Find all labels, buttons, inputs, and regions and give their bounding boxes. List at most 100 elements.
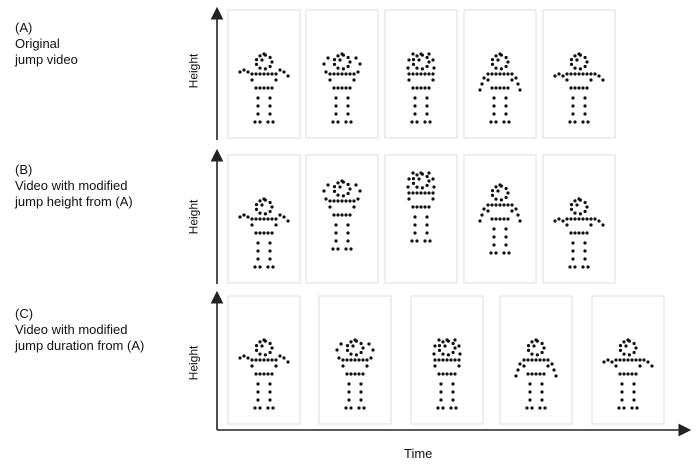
keypoint-a4-11 [486, 72, 490, 76]
keypoint-c3-22 [445, 372, 449, 376]
keypoint-b4-13 [494, 203, 498, 207]
row-a-caption: (A) Original jump video [15, 20, 78, 68]
keypoint-b1-28 [278, 213, 282, 217]
keypoint-a3-8 [425, 55, 429, 60]
keypoint-a3-2 [420, 67, 424, 71]
keypoint-a3-6 [415, 54, 419, 58]
keypoint-c4-35 [540, 390, 544, 394]
keypoint-c1-3 [258, 352, 262, 356]
keypoint-b5-24 [585, 231, 589, 235]
keypoint-c1-33 [256, 398, 260, 402]
keypoint-b1-6 [258, 199, 262, 203]
keypoint-c5-16 [634, 358, 638, 362]
keypoint-c2-31 [347, 382, 351, 386]
keypoint-b5-10 [575, 203, 579, 207]
keypoint-a4-21 [494, 86, 498, 90]
keypoint-c3-2 [446, 353, 450, 357]
keypoint-b1-22 [262, 231, 266, 235]
keypoint-b4-31 [492, 227, 496, 231]
keypoint-b2-14 [340, 199, 344, 203]
keypoint-b4-39 [502, 251, 506, 255]
keypoint-c2-30 [367, 342, 371, 346]
keypoint-b3-9 [419, 171, 423, 175]
keypoint-c5-24 [634, 372, 638, 376]
keypoint-a4-15 [502, 72, 506, 76]
keypoint-b2-38 [336, 247, 340, 251]
keypoint-b3-17 [431, 191, 435, 195]
keypoint-b2-35 [346, 231, 350, 235]
keypoint-c1-14 [262, 358, 266, 362]
keypoint-a1-25 [246, 70, 250, 74]
keypoint-c5-37 [617, 406, 621, 410]
keypoint-a5-34 [583, 96, 587, 100]
keypoint-b5-39 [581, 265, 585, 269]
keypoint-c4-30 [554, 374, 558, 378]
keypoint-b4-22 [498, 217, 502, 221]
keypoint-a5-4 [569, 62, 574, 66]
keypoint-b5-40 [586, 265, 590, 269]
keypoint-a1-32 [256, 104, 260, 108]
keypoint-b3-24 [427, 205, 431, 209]
keypoint-b3-36 [425, 231, 429, 235]
keypoint-a2-25 [324, 70, 328, 74]
keypoint-a2-2 [341, 67, 345, 71]
keypoint-b4-19 [510, 209, 514, 213]
keypoint-a5-26 [557, 72, 561, 76]
keypoint-c3-14 [445, 358, 449, 362]
keypoint-c5-17 [638, 358, 642, 362]
keypoint-b1-11 [250, 217, 254, 221]
keypoint-a3-1 [425, 64, 429, 69]
keypoint-b5-37 [568, 265, 572, 269]
keypoint-a3-3 [415, 66, 419, 70]
keypoint-a5-23 [581, 86, 585, 90]
keypoint-c2-3 [349, 352, 353, 356]
keypoint-b5-26 [557, 217, 561, 221]
keypoint-b3-5 [411, 177, 416, 181]
keypoint-c4-25 [518, 362, 522, 366]
keypoint-c5-19 [638, 364, 642, 368]
keypoint-c4-27 [514, 374, 518, 378]
keypoint-a5-16 [585, 72, 589, 76]
keypoint-a1-13 [258, 72, 262, 76]
keypoint-a2-3 [336, 66, 340, 70]
keypoint-a2-20 [332, 86, 336, 90]
keypoint-b1-23 [266, 231, 270, 235]
keypoint-a5-14 [577, 72, 581, 76]
keypoint-b3-16 [427, 191, 431, 195]
keypoint-c4-0 [542, 346, 546, 350]
keypoint-c2-35 [359, 390, 363, 394]
keypoint-a4-30 [518, 88, 522, 92]
keypoint-b1-3 [258, 211, 262, 215]
keypoint-b3-4 [411, 181, 416, 185]
keypoint-c4-31 [528, 382, 532, 386]
keypoint-c5-20 [618, 372, 622, 376]
keypoint-c3-11 [433, 358, 437, 362]
keypoint-a3-39 [423, 120, 427, 124]
keypoint-a4-37 [489, 120, 493, 124]
keypoint-b2-8 [346, 182, 350, 187]
keypoint-b5-36 [583, 257, 587, 261]
keypoint-a5-6 [573, 54, 577, 58]
keypoint-c5-25 [610, 360, 614, 364]
keypoint-c1-4 [254, 348, 259, 352]
keypoint-c3-31 [439, 382, 443, 386]
keypoint-a3-26 [407, 58, 411, 62]
keypoint-c5-2 [627, 353, 632, 357]
keypoint-a3-31 [413, 96, 417, 100]
keypoint-b5-25 [561, 219, 565, 223]
keypoint-b2-27 [326, 183, 330, 187]
keypoint-a5-22 [577, 86, 581, 90]
keypoint-b5-14 [577, 217, 581, 221]
keypoint-a4-18 [486, 78, 490, 82]
keypoint-c5-18 [614, 364, 618, 368]
keypoint-a3-37 [410, 120, 414, 124]
keypoint-c1-12 [254, 358, 258, 362]
keypoint-a3-21 [415, 86, 419, 90]
keypoint-b2-33 [334, 239, 338, 243]
keypoint-c1-24 [270, 372, 274, 376]
keypoint-c1-37 [253, 406, 257, 410]
keypoint-b2-9 [340, 179, 344, 183]
keypoint-a2-29 [358, 62, 362, 66]
keypoint-b1-16 [270, 217, 274, 221]
keypoint-c1-6 [258, 340, 262, 344]
